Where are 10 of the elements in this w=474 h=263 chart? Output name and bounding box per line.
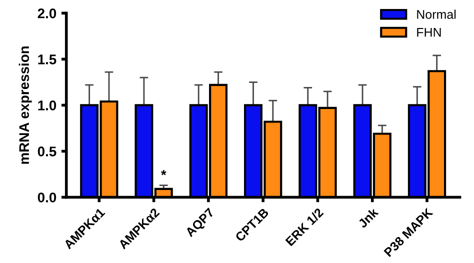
legend-label: FHN	[417, 28, 441, 37]
y-tick-label: 1.0	[38, 100, 56, 110]
legend-label: Normal	[417, 10, 456, 19]
y-tick-label: 2.0	[38, 8, 56, 18]
y-axis-title: mRNA expression	[18, 46, 32, 164]
x-tick-label: Jnk	[357, 206, 379, 229]
y-tick-label: 0.0	[38, 192, 56, 202]
annotation: *	[160, 170, 166, 176]
y-tick-label: 0.5	[38, 146, 56, 156]
y-tick-label: 1.5	[38, 54, 56, 64]
